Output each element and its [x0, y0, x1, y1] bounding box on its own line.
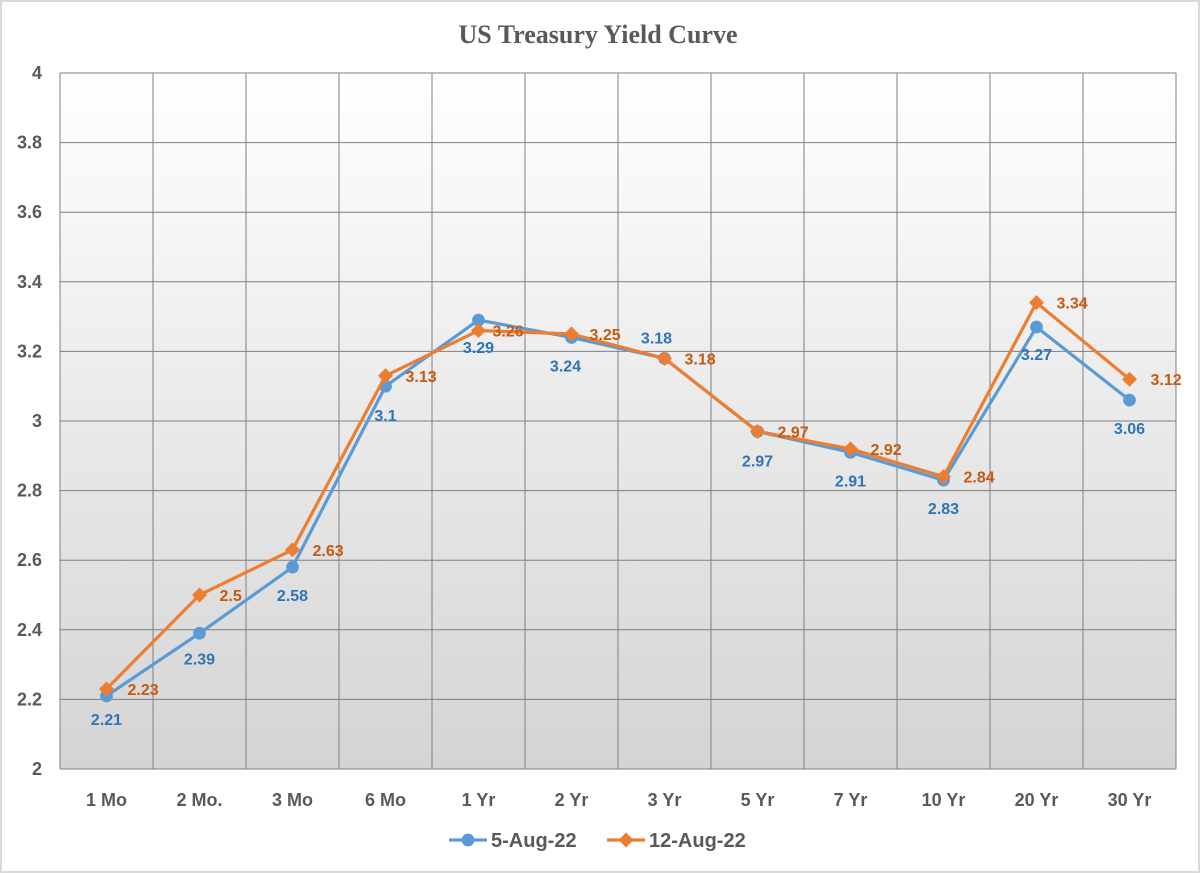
data-point: [193, 626, 206, 640]
data-label: 2.5: [220, 588, 242, 605]
data-label: 3.26: [493, 324, 524, 341]
data-label: 2.97: [742, 453, 773, 470]
data-label: 2.63: [313, 543, 344, 560]
series-lines: [99, 295, 1137, 703]
data-labels: 2.21 2.39 2.58 3.1 3.29 3.24 3.18 2.97 2.91 2.83 3…: [91, 296, 1182, 729]
y-tick-label: 4: [32, 63, 42, 83]
y-tick-label: 2: [32, 759, 42, 779]
data-point: [1123, 393, 1136, 407]
series-line: [105, 301, 1131, 691]
data-label: 2.92: [871, 442, 902, 459]
y-tick-label: 3.2: [17, 341, 42, 361]
data-label: 2.91: [835, 473, 866, 490]
data-label: 3.27: [1021, 347, 1052, 364]
data-label: 3.18: [685, 351, 716, 368]
data-label: 3.25: [590, 327, 621, 344]
y-tick-label: 2.2: [17, 689, 42, 709]
data-label: 3.18: [641, 330, 672, 347]
data-label: 2.39: [184, 651, 215, 668]
data-label: 3.34: [1057, 296, 1088, 313]
data-point: [657, 350, 672, 366]
data-point: [564, 326, 579, 342]
x-tick-label: 1 Mo: [86, 790, 127, 810]
legend-item-2: 12-Aug-22: [607, 830, 746, 852]
x-tick-label: 3 Yr: [648, 790, 682, 810]
legend-label: 5-Aug-22: [491, 830, 577, 852]
y-tick-label: 2.4: [17, 620, 42, 640]
data-point: [192, 587, 207, 603]
data-point: [843, 441, 858, 457]
legend-label: 12-Aug-22: [649, 830, 746, 852]
x-tick-label: 1 Yr: [462, 790, 496, 810]
data-label: 3.24: [550, 358, 581, 375]
data-point: [378, 368, 393, 384]
data-label: 2.58: [277, 588, 308, 605]
x-tick-label: 20 Yr: [1015, 790, 1059, 810]
data-label: 2.97: [778, 424, 809, 441]
y-axis: 2 2.2 2.4 2.6 2.8 3 3.2 3.4 3.6 3.8 4: [17, 63, 42, 779]
data-label: 2.23: [128, 682, 159, 699]
x-tick-label: 30 Yr: [1108, 790, 1152, 810]
legend: 5-Aug-22 12-Aug-22: [449, 830, 746, 852]
x-tick-label: 3 Mo: [272, 790, 313, 810]
y-tick-label: 2.8: [17, 481, 42, 501]
data-label: 3.06: [1114, 421, 1145, 438]
x-tick-label: 5 Yr: [741, 790, 775, 810]
data-point: [1030, 320, 1043, 334]
data-point: [286, 560, 299, 574]
data-label: 3.1: [374, 408, 396, 425]
data-label: 3.29: [463, 340, 494, 357]
series-2: [99, 295, 1137, 697]
gridlines: [59, 72, 1177, 770]
data-point: [285, 542, 300, 558]
series-line: [105, 318, 1131, 698]
x-tick-label: 7 Yr: [834, 790, 868, 810]
x-tick-label: 10 Yr: [922, 790, 966, 810]
data-point: [750, 423, 765, 439]
y-tick-label: 2.6: [17, 550, 42, 570]
y-tick-label: 3.6: [17, 202, 42, 222]
x-tick-label: 2 Yr: [555, 790, 589, 810]
legend-marker: [618, 832, 634, 848]
x-tick-label: 6 Mo: [365, 790, 406, 810]
data-label: 3.13: [406, 369, 437, 386]
legend-marker: [461, 833, 475, 847]
data-point: [1029, 295, 1044, 311]
y-tick-label: 3.8: [17, 133, 42, 153]
data-point: [936, 469, 951, 485]
x-axis: 1 Mo 2 Mo. 3 Mo 6 Mo 1 Yr 2 Yr 3 Yr 5 Yr 7 Yr 10 …: [86, 790, 1151, 810]
data-label: 2.21: [91, 712, 122, 729]
y-tick-label: 3: [32, 411, 42, 431]
data-point: [1122, 371, 1137, 387]
data-point: [472, 313, 485, 327]
legend-item-1: 5-Aug-22: [449, 830, 577, 852]
chart-title: US Treasury Yield Curve: [458, 20, 737, 49]
data-point: [99, 681, 114, 697]
data-label: 3.12: [1151, 372, 1182, 389]
data-point: [471, 323, 486, 339]
x-tick-label: 2 Mo.: [176, 790, 222, 810]
y-tick-label: 3.4: [17, 272, 42, 292]
data-label: 2.84: [964, 470, 995, 487]
data-label: 2.83: [928, 501, 959, 518]
